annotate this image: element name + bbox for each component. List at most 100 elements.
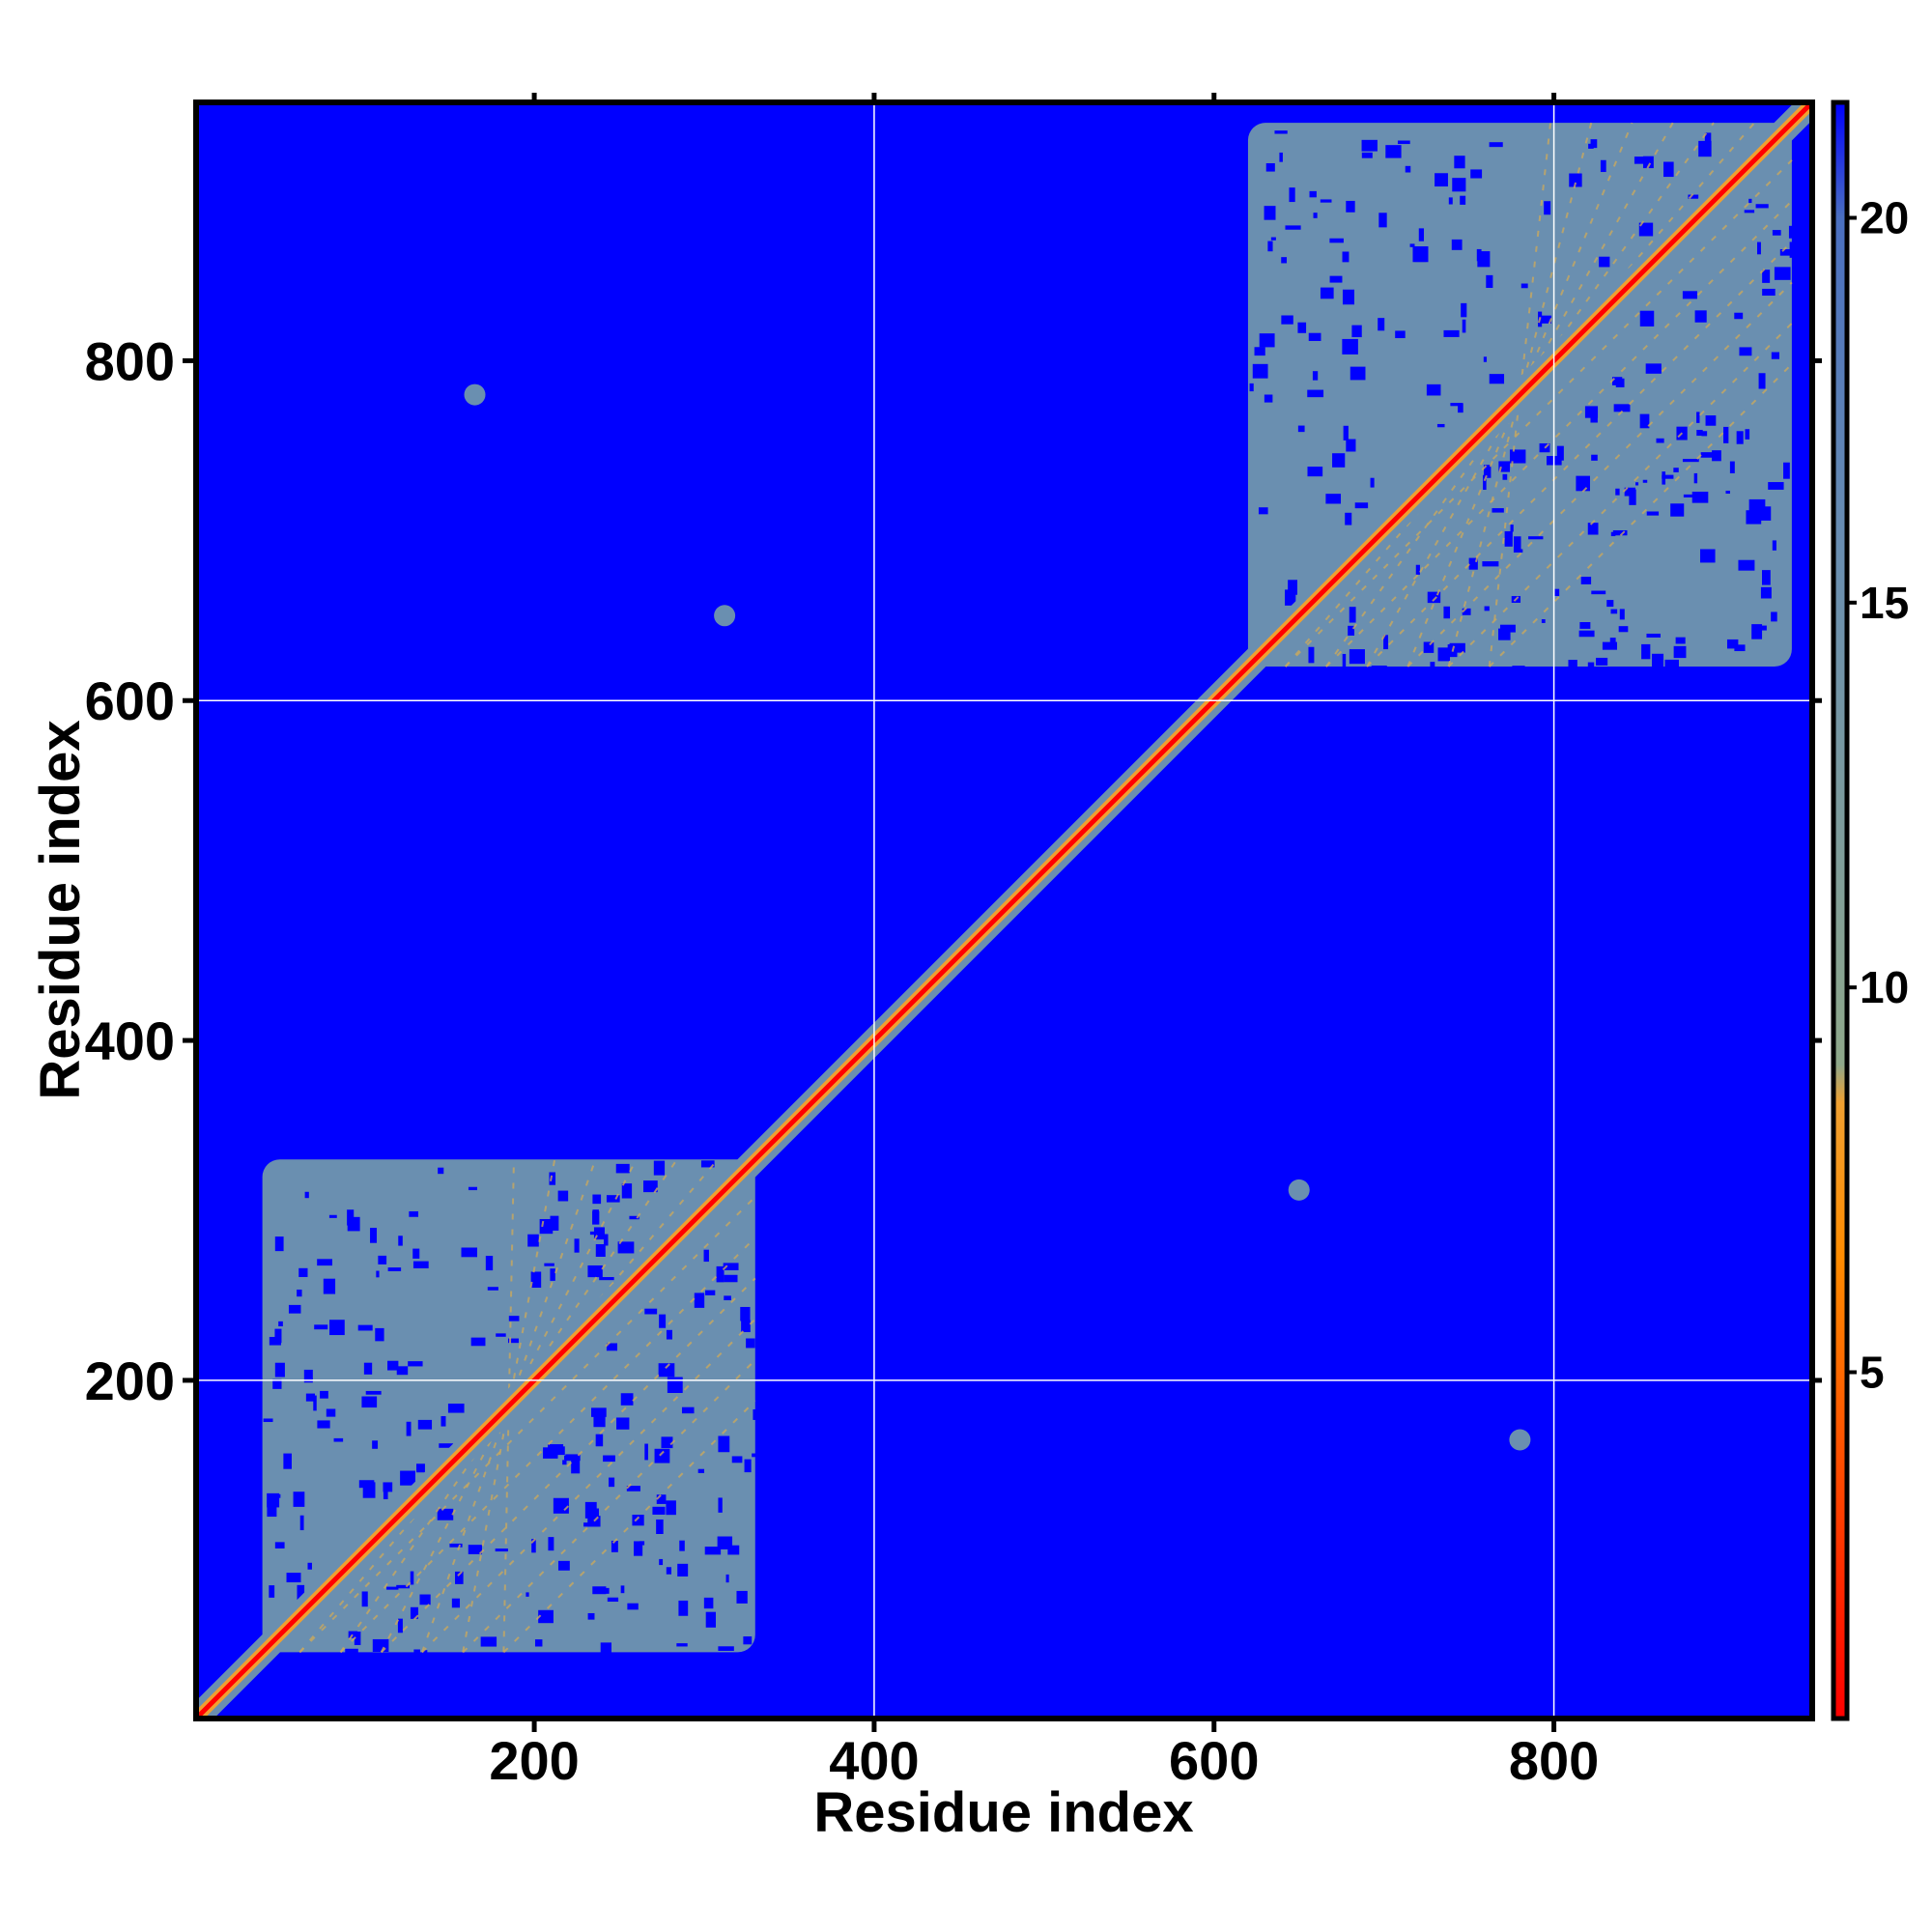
low-contact-cell <box>1258 507 1268 515</box>
low-contact-cell <box>1696 412 1700 423</box>
low-contact-cell <box>1736 431 1744 444</box>
low-contact-cell <box>1705 415 1717 426</box>
low-contact-cell <box>1618 626 1629 633</box>
low-contact-cell <box>1635 482 1639 486</box>
low-contact-cell <box>1783 462 1790 479</box>
colorbar-tick-label: 15 <box>1860 578 1909 628</box>
diagonal-contact <box>196 102 1812 1719</box>
low-contact-cell <box>412 1248 420 1259</box>
low-contact-cell <box>1738 559 1755 571</box>
low-contact-cell <box>703 1597 714 1609</box>
low-contact-cell <box>1760 586 1772 599</box>
low-contact-cell <box>644 1308 658 1315</box>
low-contact-cell <box>1361 152 1373 158</box>
low-contact-cell <box>718 1435 730 1453</box>
low-contact-cell <box>1448 197 1453 205</box>
low-contact-cell <box>386 1586 399 1590</box>
low-contact-cell <box>1683 494 1695 497</box>
low-contact-cell <box>398 1236 403 1246</box>
low-contact-cell <box>1482 561 1499 567</box>
low-contact-cell <box>317 1420 330 1429</box>
low-contact-cell <box>746 1338 755 1349</box>
low-contact-cell <box>1541 619 1546 623</box>
low-contact-cell <box>437 1508 454 1520</box>
low-contact-cell <box>383 1489 388 1500</box>
low-contact-cell <box>1587 662 1595 671</box>
low-contact-cell <box>1343 425 1349 440</box>
low-contact-cell <box>727 1545 740 1555</box>
low-contact-cell <box>1427 591 1441 604</box>
low-contact-cell <box>1700 452 1715 458</box>
low-contact-cell <box>1789 242 1806 258</box>
low-contact-cell <box>1354 502 1369 509</box>
low-contact-cell <box>1755 204 1769 209</box>
low-contact-cell <box>677 1563 689 1577</box>
low-contact-cell <box>553 1497 569 1514</box>
low-contact-cell <box>658 1363 675 1378</box>
low-contact-cell <box>1502 473 1508 480</box>
low-contact-cell <box>1673 468 1679 472</box>
low-contact-cell <box>1580 577 1592 584</box>
low-contact-cell <box>615 1163 630 1174</box>
y-tick-label: 800 <box>85 330 175 391</box>
low-contact-cell <box>1610 609 1618 614</box>
low-contact-cell <box>592 1209 599 1221</box>
x-tick-label: 600 <box>1169 1730 1259 1791</box>
low-contact-cell <box>705 1611 716 1628</box>
low-contact-cell <box>1307 389 1324 398</box>
low-contact-cell <box>1693 472 1698 484</box>
low-contact-cell <box>1309 190 1317 198</box>
low-contact-cell <box>1418 228 1425 242</box>
low-contact-cell <box>1378 213 1387 228</box>
low-contact-cell <box>564 1455 568 1461</box>
low-contact-cell <box>317 1259 332 1266</box>
low-contact-cell <box>652 1506 666 1515</box>
low-contact-cell <box>1320 199 1332 203</box>
low-contact-cell <box>531 1539 536 1553</box>
lattice-line <box>502 1159 515 1653</box>
low-contact-cell <box>1452 178 1466 192</box>
low-contact-cell <box>1700 549 1716 563</box>
low-contact-cell <box>565 1454 581 1462</box>
low-contact-cell <box>724 1295 731 1301</box>
low-contact-cell <box>1771 611 1777 622</box>
low-contact-cell <box>587 1612 595 1620</box>
low-contact-cell <box>1729 461 1735 473</box>
low-contact-cell <box>1361 139 1378 152</box>
low-contact-cell <box>1342 251 1350 263</box>
low-contact-cell <box>333 1437 344 1442</box>
low-contact-cell <box>313 1395 317 1411</box>
low-contact-cell <box>1498 628 1511 640</box>
low-contact-cell <box>1274 130 1288 134</box>
low-contact-cell <box>550 1268 555 1281</box>
low-contact-cell <box>1704 132 1712 148</box>
low-contact-cell <box>549 1172 556 1185</box>
low-contact-cell <box>412 1261 429 1268</box>
low-contact-cell <box>626 1486 640 1492</box>
low-contact-cell <box>1288 580 1297 595</box>
low-contact-cell <box>1510 525 1514 532</box>
low-contact-cell <box>1329 238 1344 243</box>
low-contact-cell <box>1449 642 1465 653</box>
low-contact-cell <box>716 1265 724 1283</box>
low-contact-cell <box>1329 275 1343 283</box>
low-contact-cell <box>422 1650 428 1666</box>
low-contact-cell <box>376 1270 380 1278</box>
low-contact-cell <box>1642 156 1654 169</box>
low-contact-cell <box>1629 489 1636 505</box>
low-contact-cell <box>606 1195 620 1203</box>
low-contact-cell <box>1788 225 1802 239</box>
low-contact-cell <box>595 1243 606 1257</box>
lattice-line <box>502 1400 756 1654</box>
low-contact-cell <box>1395 330 1406 339</box>
low-contact-cell <box>1489 374 1505 384</box>
low-contact-cell <box>357 1324 373 1331</box>
low-contact-cell <box>1587 523 1599 535</box>
low-contact-cell <box>1638 222 1654 237</box>
low-contact-cell <box>269 1585 275 1598</box>
low-contact-cell <box>1754 506 1772 521</box>
low-contact-cell <box>1602 641 1618 650</box>
low-contact-cell <box>449 1543 463 1548</box>
low-contact-cell <box>365 1390 382 1395</box>
